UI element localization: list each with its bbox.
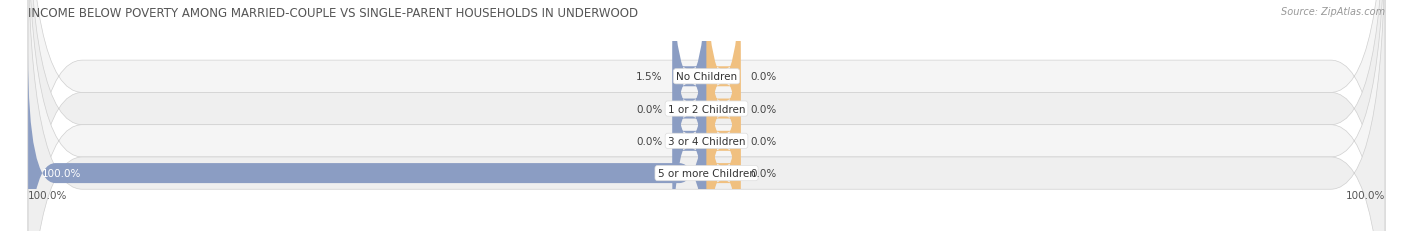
Text: 100.0%: 100.0%	[28, 190, 67, 200]
FancyBboxPatch shape	[28, 55, 707, 231]
FancyBboxPatch shape	[707, 55, 741, 231]
FancyBboxPatch shape	[707, 0, 741, 195]
Text: 5 or more Children: 5 or more Children	[658, 168, 755, 178]
Text: 100.0%: 100.0%	[1346, 190, 1385, 200]
Text: 0.0%: 0.0%	[636, 104, 662, 114]
Text: Source: ZipAtlas.com: Source: ZipAtlas.com	[1281, 7, 1385, 17]
Text: 0.0%: 0.0%	[636, 136, 662, 146]
Text: 1 or 2 Children: 1 or 2 Children	[668, 104, 745, 114]
FancyBboxPatch shape	[28, 0, 1385, 231]
Text: 1.5%: 1.5%	[636, 72, 662, 82]
FancyBboxPatch shape	[707, 0, 741, 228]
Text: 0.0%: 0.0%	[751, 104, 778, 114]
Text: No Children: No Children	[676, 72, 737, 82]
FancyBboxPatch shape	[672, 23, 707, 231]
Text: INCOME BELOW POVERTY AMONG MARRIED-COUPLE VS SINGLE-PARENT HOUSEHOLDS IN UNDERWO: INCOME BELOW POVERTY AMONG MARRIED-COUPL…	[28, 7, 638, 20]
FancyBboxPatch shape	[28, 0, 1385, 231]
Text: 100.0%: 100.0%	[42, 168, 82, 178]
FancyBboxPatch shape	[28, 0, 1385, 231]
FancyBboxPatch shape	[672, 0, 707, 228]
FancyBboxPatch shape	[28, 0, 1385, 231]
FancyBboxPatch shape	[707, 23, 741, 231]
FancyBboxPatch shape	[672, 0, 707, 195]
Text: 0.0%: 0.0%	[751, 168, 778, 178]
Text: 0.0%: 0.0%	[751, 72, 778, 82]
Text: 0.0%: 0.0%	[751, 136, 778, 146]
Text: 3 or 4 Children: 3 or 4 Children	[668, 136, 745, 146]
